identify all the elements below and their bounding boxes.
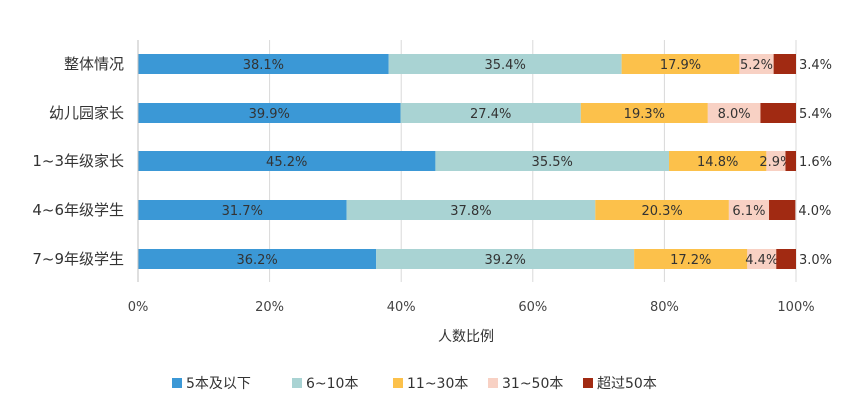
data-label: 5.4% [799,107,832,122]
data-label: 39.2% [485,253,526,268]
legend-label: 31~50本 [502,376,563,392]
legend-swatch [172,378,182,388]
data-label: 17.2% [670,253,711,268]
data-label: 27.4% [470,107,511,122]
bar-segment [707,103,761,123]
data-label: 35.4% [485,58,526,73]
legend-label: 11~30本 [407,376,468,392]
data-label: 5.2% [740,58,773,73]
bar-segment [769,200,796,220]
x-tick-label: 40% [387,300,416,315]
data-label: 38.1% [243,58,284,73]
data-label: 45.2% [266,155,307,170]
category-label: 整体情况 [64,55,124,73]
data-label: 6.1% [732,204,765,219]
x-tick-label: 60% [518,300,547,315]
bar-segment [595,200,729,220]
bar-segment [138,151,436,171]
data-label: 20.3% [641,204,682,219]
category-label: 1~3年级家长 [32,152,124,170]
category-label: 7~9年级学生 [32,250,124,268]
bar-segment [776,249,796,269]
legend-swatch [393,378,403,388]
bar-segment [376,249,635,269]
x-tick-label: 20% [255,300,284,315]
bar-segment [580,103,708,123]
bar-segment [634,249,748,269]
data-label: 14.8% [697,155,738,170]
bar-segment [388,54,622,74]
legend: 5本及以下 6~10本 11~30本 31~50本 超过50本 [172,376,657,392]
data-label: 3.4% [799,58,832,73]
x-axis-title: 人数比例 [438,329,494,345]
data-label: 17.9% [660,58,701,73]
legend-label: 6~10本 [306,376,358,392]
data-label: 2.9% [759,155,792,170]
bar-segment [400,103,581,123]
data-label: 19.3% [624,107,665,122]
data-label: 3.0% [799,253,832,268]
legend-swatch [583,378,593,388]
data-label: 39.9% [249,107,290,122]
bar-segment [138,103,401,123]
category-label: 4~6年级学生 [32,201,124,219]
bar-segment [785,151,796,171]
legend-swatch [292,378,302,388]
bar-segment [346,200,596,220]
bar-segment [621,54,740,74]
bar-segment [138,200,347,220]
bar-segment [669,151,767,171]
bar-segment [435,151,670,171]
x-axis: 0% 20% 40% 60% 80% 100% [128,300,815,315]
data-label: 4.0% [798,204,831,219]
bar-segment [766,151,786,171]
bar-segment [739,54,774,74]
data-label: 36.2% [236,253,277,268]
category-label: 幼儿园家长 [49,104,124,122]
bar-segment [760,103,796,123]
data-label: 4.4% [745,253,778,268]
legend-label: 超过50本 [597,376,657,392]
legend-label: 5本及以下 [186,376,251,392]
bar-segment [747,249,777,269]
bar-segment [773,54,796,74]
x-tick-label: 0% [128,300,149,315]
data-label: 37.8% [450,204,491,219]
bar-segment [138,54,389,74]
data-label: 8.0% [718,107,751,122]
data-label: 35.5% [532,155,573,170]
bars: 38.1% 35.4% 17.9% 5.2% 3.4% 39.9% 27.4% 19.3% 8.… [138,54,832,269]
x-tick-label: 80% [650,300,679,315]
data-label: 1.6% [799,155,832,170]
legend-swatch [488,378,498,388]
bar-segment [138,249,377,269]
x-tick-label: 100% [777,300,814,315]
bar-segment [728,200,770,220]
data-label: 31.7% [222,204,263,219]
